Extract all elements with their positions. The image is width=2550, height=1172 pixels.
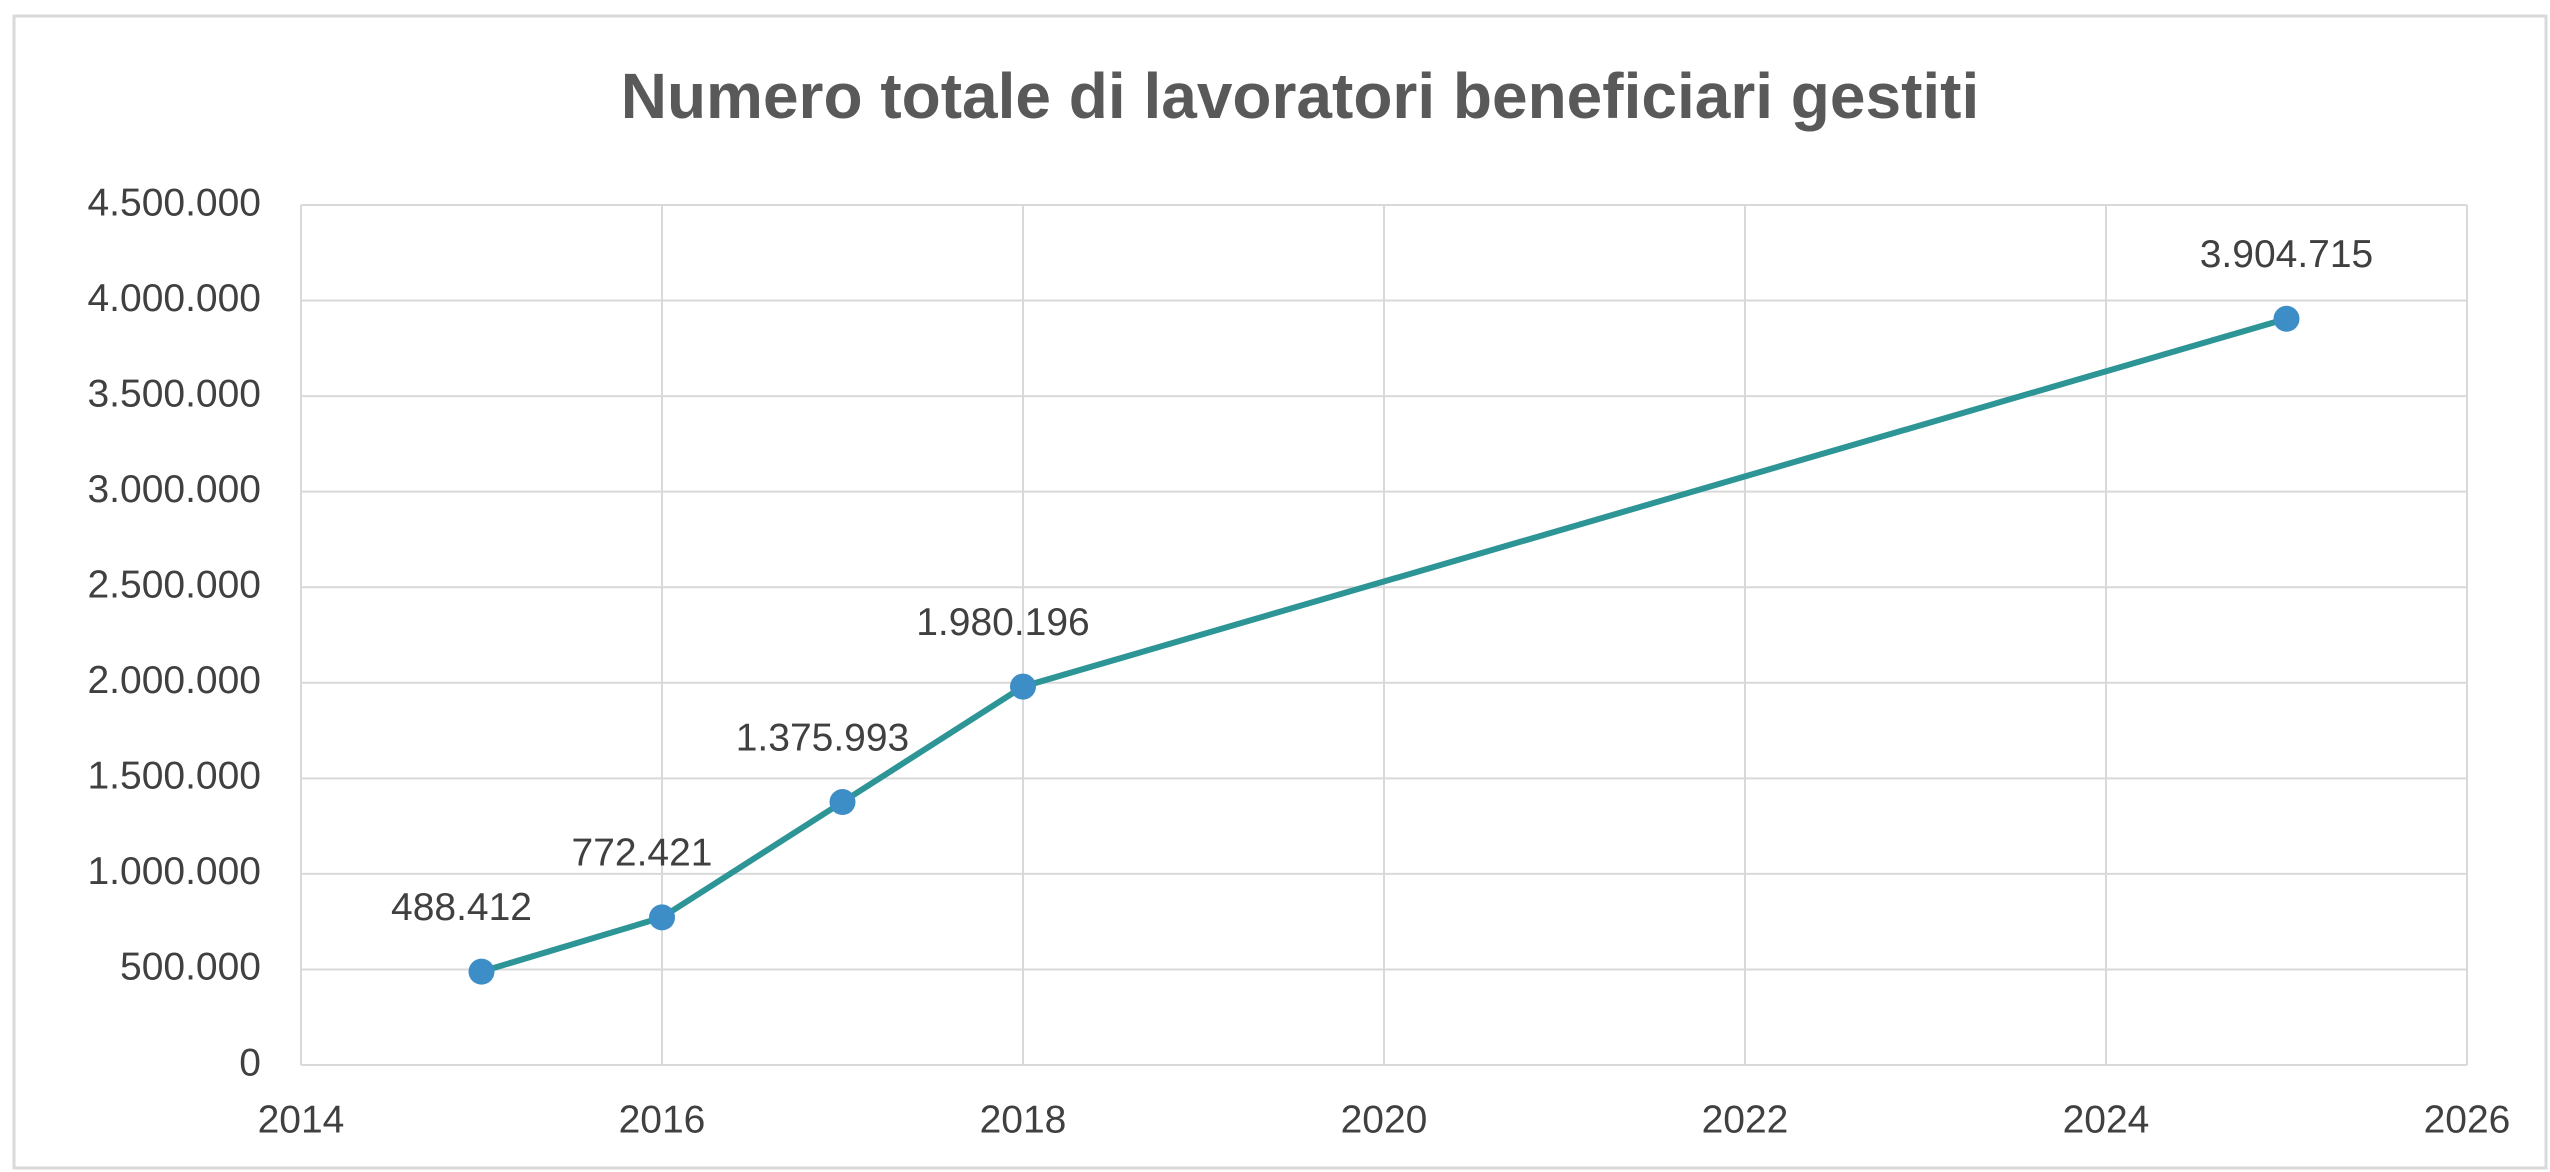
data-label: 488.412 — [391, 886, 532, 929]
y-tick-label: 0 — [239, 1041, 261, 1084]
y-tick-label: 4.500.000 — [87, 181, 261, 224]
marker — [468, 958, 495, 985]
y-tick-label: 500.000 — [120, 946, 261, 989]
y-tick-label: 3.500.000 — [87, 372, 261, 415]
y-tick-label: 4.000.000 — [87, 277, 261, 320]
marker — [829, 789, 856, 816]
data-label: 3.904.715 — [2200, 233, 2374, 276]
marker — [2273, 305, 2300, 332]
x-tick-label: 2026 — [2424, 1098, 2511, 1141]
chart-frame — [12, 14, 2548, 1170]
y-tick-label: 3.000.000 — [87, 468, 261, 511]
marker — [1010, 673, 1036, 700]
chart-title: Numero totale di lavoratori beneficiari … — [621, 60, 1980, 132]
data-label: 1.980.196 — [916, 601, 1090, 644]
y-tick-label: 1.500.000 — [87, 755, 261, 798]
x-tick-label: 2024 — [2063, 1098, 2150, 1141]
x-tick-label: 2020 — [1341, 1098, 1428, 1141]
y-tick-label: 2.500.000 — [87, 564, 261, 607]
x-tick-label: 2014 — [258, 1098, 345, 1141]
data-label: 772.421 — [572, 832, 713, 875]
y-tick-label: 1.000.000 — [87, 850, 261, 893]
y-tick-label: 2.000.000 — [87, 659, 261, 702]
x-tick-label: 2018 — [980, 1098, 1067, 1141]
data-label: 1.375.993 — [736, 716, 910, 759]
marker — [649, 904, 675, 931]
x-tick-label: 2016 — [619, 1098, 706, 1141]
x-tick-label: 2022 — [1702, 1098, 1789, 1141]
